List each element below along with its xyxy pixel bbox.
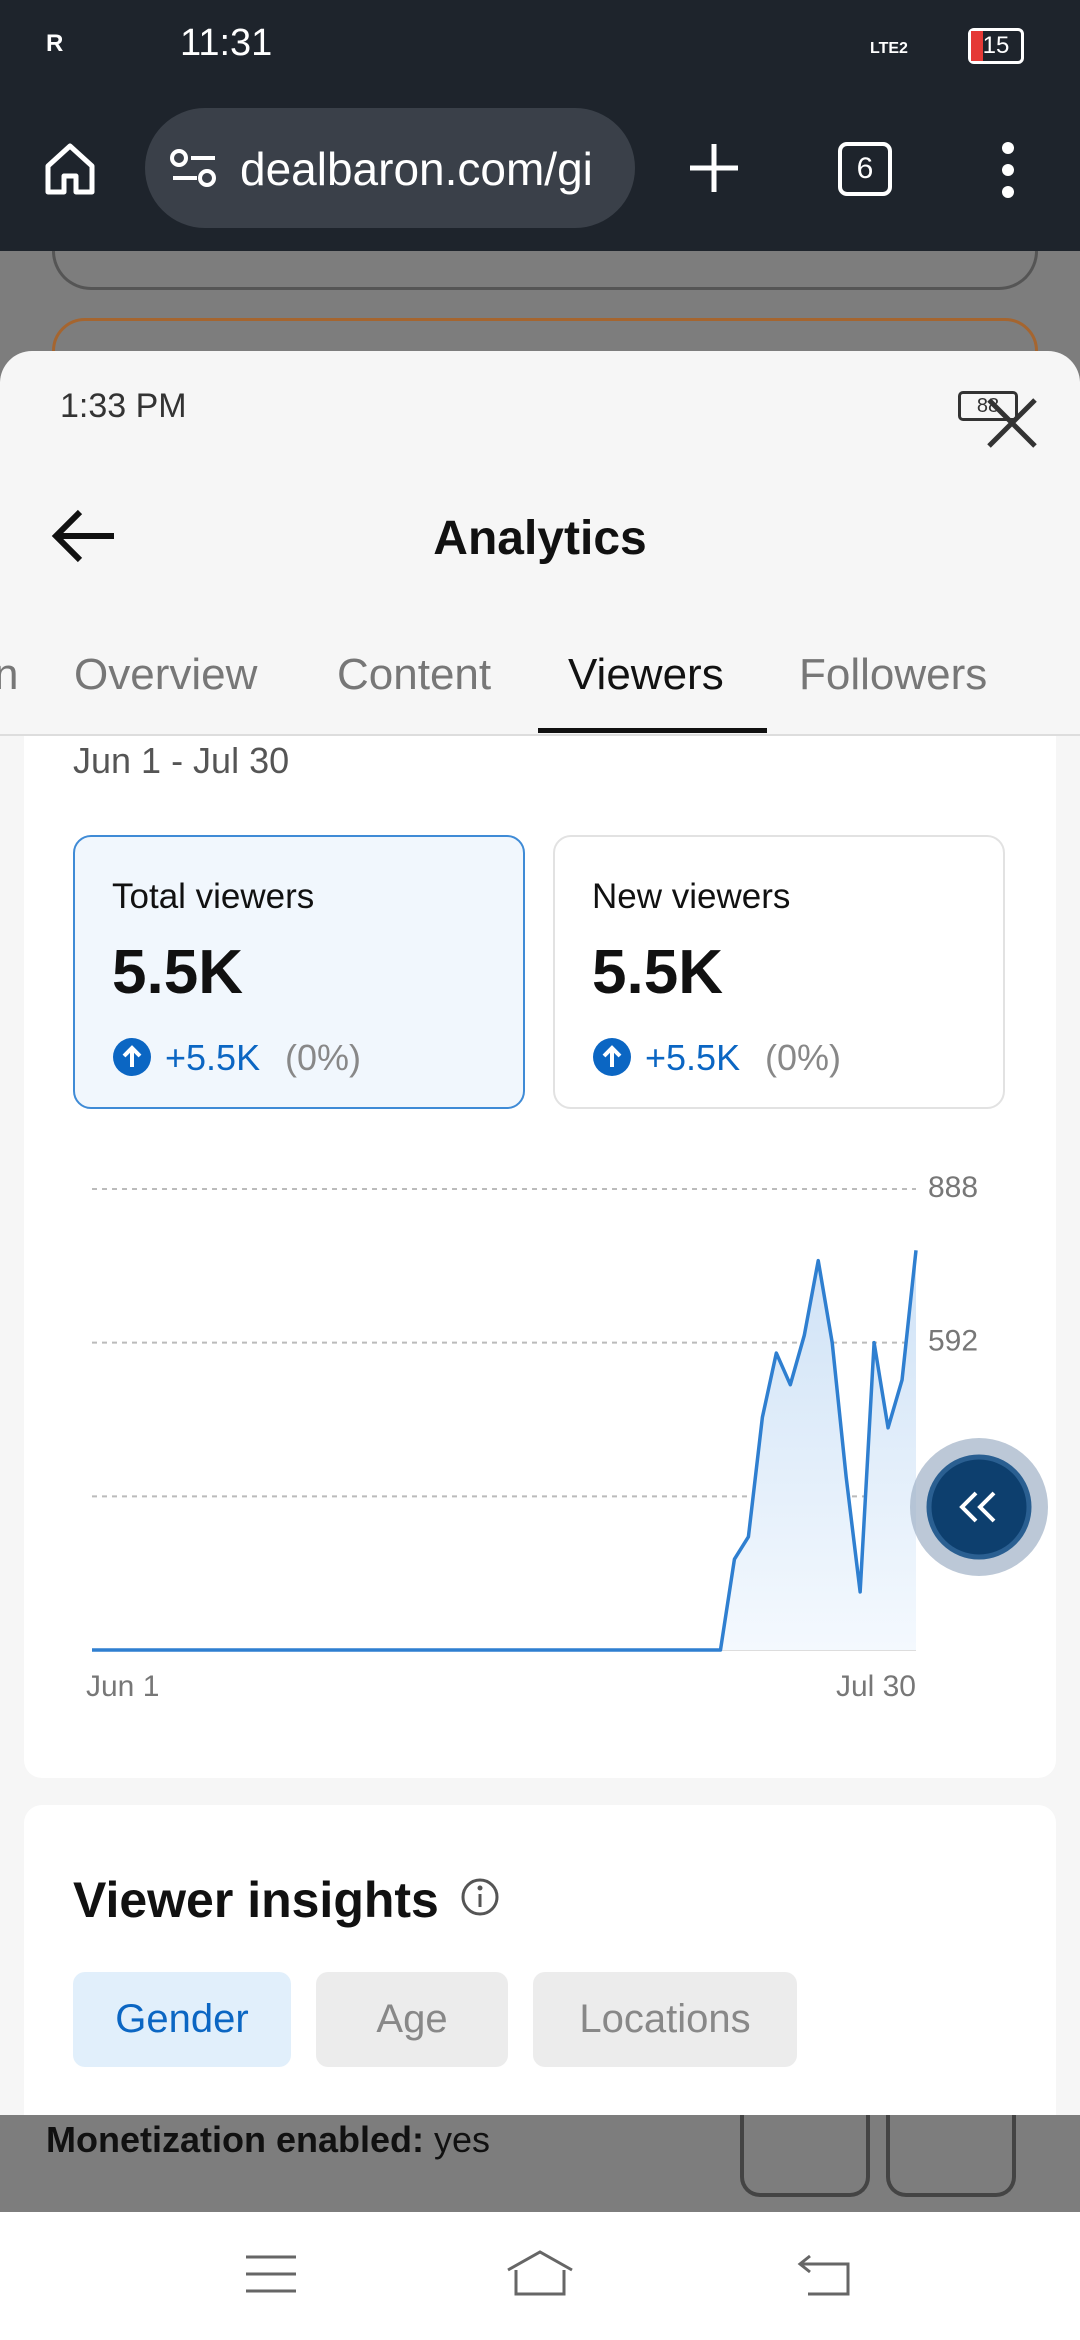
background-thumb [886,2115,1016,2197]
x-tick-label: Jun 1 [86,1670,159,1703]
network: LTE2 [870,40,908,57]
back-button[interactable] [50,506,120,566]
tab-active[interactable]: Viewers [568,650,724,699]
chip-active[interactable]: Gender [73,1972,291,2067]
home-nav-button[interactable] [504,2248,576,2300]
up-arrow [113,1038,151,1076]
stat-change: +5.5K [645,1037,741,1078]
tab-indicator [538,728,767,733]
collapse-button[interactable] [910,1438,1048,1576]
x-tick-label: Jul 30 [836,1670,916,1703]
stat-percent: (0%) [765,1037,842,1078]
up-arrow [593,1038,631,1076]
y-tick-label: 592 [928,1325,978,1358]
tab[interactable]: Content [337,650,492,699]
nav-bar [0,2212,1080,2340]
new-tab-button[interactable] [688,142,740,194]
date-range: Jun 1 - Jul 30 [73,740,290,781]
sheet-battery: 88 [958,391,1018,421]
info-icon[interactable] [460,1877,500,1917]
insights-card: Viewer insights [24,1805,1056,2115]
url-field[interactable]: dealbaron.com/gi [145,108,635,228]
back-nav-button[interactable] [796,2252,852,2298]
chip[interactable]: Locations [533,1972,797,2067]
stat-value: 5.5K [112,938,243,1007]
tab-partial[interactable]: n [0,650,19,699]
insights-title: Viewer insights [73,1872,439,1928]
home-button[interactable] [40,138,100,198]
button-icon [959,1491,996,1523]
background-thumb [740,2115,870,2197]
tab-count[interactable]: 6 [838,142,892,196]
header-title: Analytics [433,512,647,565]
battery-level: 15 [982,32,1010,59]
monetization-value: yes [434,2119,491,2160]
stat-change: +5.5K [165,1037,261,1078]
background-text: Monetization enabled: yes [46,2115,490,2165]
tab[interactable]: Overview [74,650,258,699]
browser-bar: R 11:31 LTE2 15 dealbaron.com/gi 6 [0,0,1080,251]
y-tick-label: 888 [928,1171,978,1204]
stat-card[interactable]: Total viewers 5.5K +5.5K (0%) [73,835,525,1109]
line [92,1250,918,1652]
tab[interactable]: Followers [799,650,988,699]
close-button[interactable] [985,396,1039,450]
chart-card: Jun 1 - Jul 30 Total viewers 5.5K +5.5K … [24,736,1056,1778]
area [92,1250,916,1650]
battery: 15 [968,28,1024,64]
clock: 11:31 [180,22,273,64]
stat-card[interactable]: New viewers 5.5K +5.5K (0%) [553,835,1005,1109]
sheet-clock: 1:33 PM [60,387,187,425]
divider [0,734,1080,736]
stat-percent: (0%) [285,1037,362,1078]
recents-button[interactable] [244,2254,298,2294]
monetization-label: Monetization enabled: [46,2119,424,2160]
stat-label: New viewers [592,877,791,916]
analytics-sheet: 1:33 PM 88 Analytics n Overview Content … [0,351,1080,2115]
site-settings-icon[interactable] [169,148,219,188]
url: dealbaron.com/gi [240,143,593,195]
stat-value: 5.5K [592,938,723,1007]
background-card [52,251,1038,290]
stat-label: Total viewers [112,877,315,916]
carrier: R [46,30,64,57]
chip[interactable]: Age [316,1972,508,2067]
menu-button[interactable] [996,140,1020,200]
